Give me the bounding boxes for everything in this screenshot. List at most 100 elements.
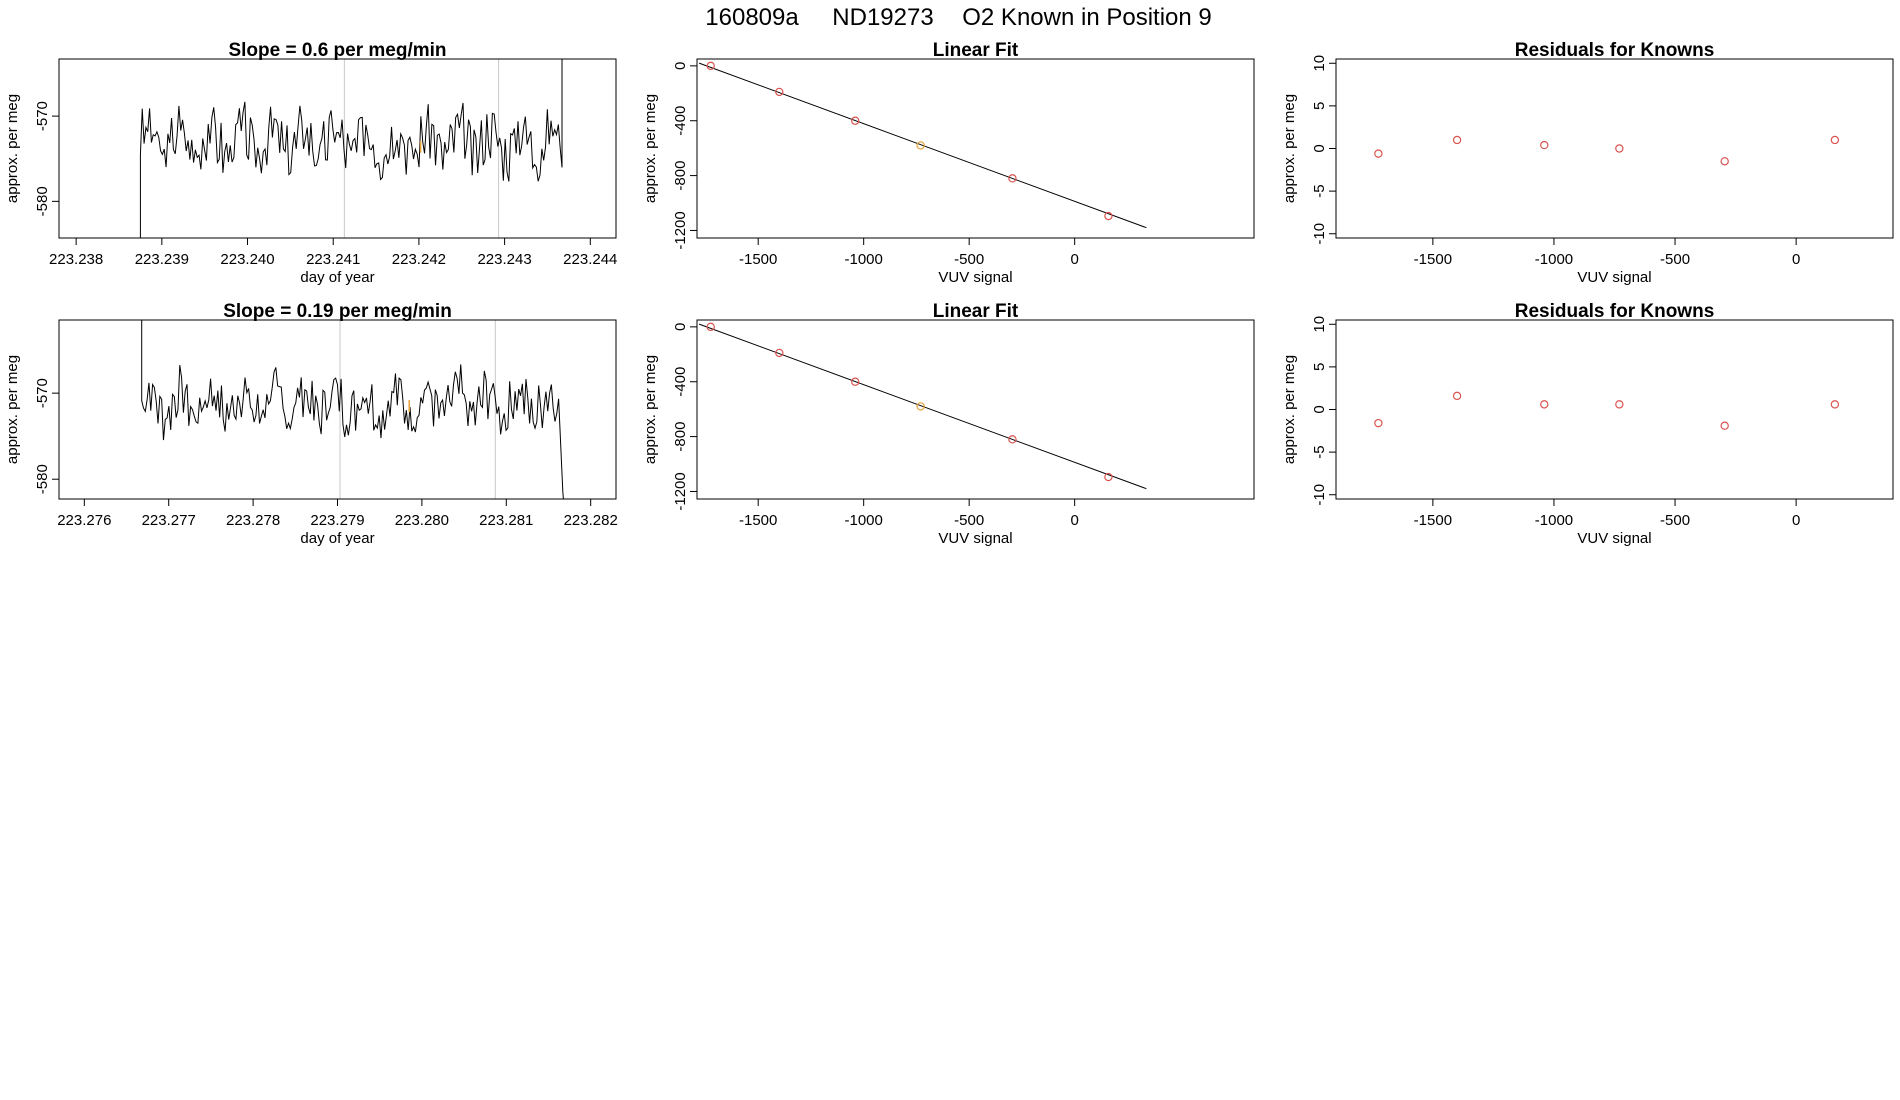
data-point (1830, 400, 1840, 409)
x-axis: 223.276 223.277 223.278 223.279 223.280 223.2… (57, 499, 618, 547)
plot-area (1374, 135, 1840, 166)
data-point (1720, 421, 1729, 430)
plot-frame (696, 319, 1255, 500)
x-axis-label: day of year (300, 530, 374, 547)
y-axis: -580 -570 approx. per meg (4, 355, 59, 494)
y-tick-label: -10 (1311, 223, 1328, 245)
plot-area (1374, 391, 1840, 430)
panel-p4: Slope = 0.19 per meg/min 223.276 223.277 22… (4, 301, 618, 547)
panel-p5: Linear Fit -1500 -1000 -500 0 VUV signal 0 -400… (642, 301, 1255, 547)
fit-line (698, 62, 1147, 229)
x-tick-label: 223.243 (477, 251, 531, 268)
plot-area (698, 61, 1147, 229)
y-tick-label: -800 (672, 161, 689, 191)
panel-title: Slope = 0.19 per meg/min (223, 301, 452, 322)
x-tick-label: 223.281 (479, 512, 533, 529)
x-tick-label: 223.242 (392, 251, 446, 268)
y-tick-label: -5 (1311, 184, 1328, 197)
data-point (706, 61, 715, 71)
data-point (1374, 149, 1383, 158)
x-tick-label: -1000 (1535, 251, 1573, 268)
data-point (1615, 400, 1624, 409)
panel-title: Linear Fit (933, 40, 1019, 61)
plot-area (698, 322, 1147, 490)
x-tick-label: 223.276 (57, 512, 111, 529)
data-point (1104, 211, 1113, 221)
data-point (1104, 472, 1113, 482)
x-tick-label: -1000 (844, 251, 882, 268)
x-tick-label: -1000 (1535, 512, 1573, 529)
x-tick-label: -1000 (844, 512, 882, 529)
x-axis: -1500 -1000 -500 0 VUV signal (1414, 238, 1800, 286)
data-point (1008, 174, 1017, 183)
x-tick-label: -500 (954, 512, 984, 529)
y-axis-label: approx. per meg (4, 94, 21, 203)
data-point (1540, 400, 1549, 409)
x-axis-label: VUV signal (938, 269, 1012, 286)
x-axis-label: VUV signal (1577, 269, 1651, 286)
y-tick-label: -5 (1311, 445, 1328, 458)
x-tick-label: 223.238 (49, 251, 103, 268)
y-tick-label: -800 (672, 422, 689, 452)
panel-title: Residuals for Knowns (1515, 40, 1715, 61)
plot-area (141, 320, 564, 499)
x-axis: 223.238 223.239 223.240 223.241 223.242 223.2… (49, 238, 617, 286)
plot-frame (696, 58, 1255, 239)
panel-p2: Linear Fit -1500 -1000 -500 0 VUV signal 0 -400… (642, 40, 1255, 286)
plot-frame (1335, 58, 1894, 239)
data-point (1720, 157, 1729, 166)
data-point (916, 402, 925, 411)
x-tick-label: -500 (954, 251, 984, 268)
y-tick-label: -10 (1311, 484, 1328, 506)
y-tick-label: 10 (1311, 55, 1328, 72)
data-point (851, 116, 860, 125)
y-axis-label: approx. per meg (1281, 355, 1298, 464)
plot-frame (58, 58, 617, 239)
panel-p1: Slope = 0.6 per meg/min 223.238 223.239 223… (4, 40, 617, 286)
x-axis: -1500 -1000 -500 0 VUV signal (739, 499, 1079, 547)
x-axis-label: VUV signal (1577, 530, 1651, 547)
fit-line (698, 323, 1147, 490)
signal-trace (141, 320, 564, 499)
x-tick-label: 223.241 (306, 251, 360, 268)
x-tick-label: -1500 (1414, 251, 1452, 268)
y-tick-label: -570 (34, 101, 51, 131)
data-point (1008, 435, 1017, 444)
x-tick-label: 0 (1792, 512, 1800, 529)
x-axis: -1500 -1000 -500 0 VUV signal (1414, 499, 1800, 547)
x-axis-label: VUV signal (938, 530, 1012, 547)
y-tick-label: -570 (34, 378, 51, 408)
data-point (1452, 135, 1462, 145)
panels: Slope = 0.6 per meg/min 223.238 223.239 223… (4, 40, 1894, 547)
data-point (1830, 135, 1840, 145)
y-tick-label: 5 (1311, 363, 1328, 371)
x-tick-label: 223.239 (135, 251, 189, 268)
data-point (706, 322, 715, 332)
x-tick-label: -500 (1660, 251, 1690, 268)
data-point (916, 141, 925, 150)
figure-title: 160809a ND19273 O2 Known in Position 9 (705, 4, 1211, 31)
title-run: 160809a (705, 4, 799, 31)
y-tick-label: 10 (1311, 316, 1328, 333)
y-axis: 0 -400 -800 -1200 approx. per meg (642, 62, 697, 250)
data-point (1615, 144, 1624, 153)
y-axis: 0 -400 -800 -1200 approx. per meg (642, 323, 697, 511)
data-point (775, 348, 784, 358)
panel-p6: Residuals for Knowns -1500 -1000 -500 0 VUV s… (1281, 301, 1894, 547)
x-tick-label: -500 (1660, 512, 1690, 529)
data-point (1374, 418, 1383, 428)
panel-p3: Residuals for Knowns -1500 -1000 -500 0 VUV s… (1281, 40, 1894, 286)
y-tick-label: -580 (34, 186, 51, 216)
y-axis: -580 -570 approx. per meg (4, 94, 59, 216)
title-tank: ND19273 (832, 4, 933, 31)
x-tick-label: -1500 (739, 512, 777, 529)
panel-title: Slope = 0.6 per meg/min (228, 40, 446, 61)
x-tick-label: 223.279 (310, 512, 364, 529)
y-axis: -10 -5 0 5 10 approx. per meg (1281, 55, 1336, 245)
plot-area (139, 59, 563, 238)
plot-frame (1335, 319, 1894, 500)
x-tick-label: -1500 (739, 251, 777, 268)
x-tick-label: 223.277 (142, 512, 196, 529)
signal-trace (139, 59, 563, 238)
